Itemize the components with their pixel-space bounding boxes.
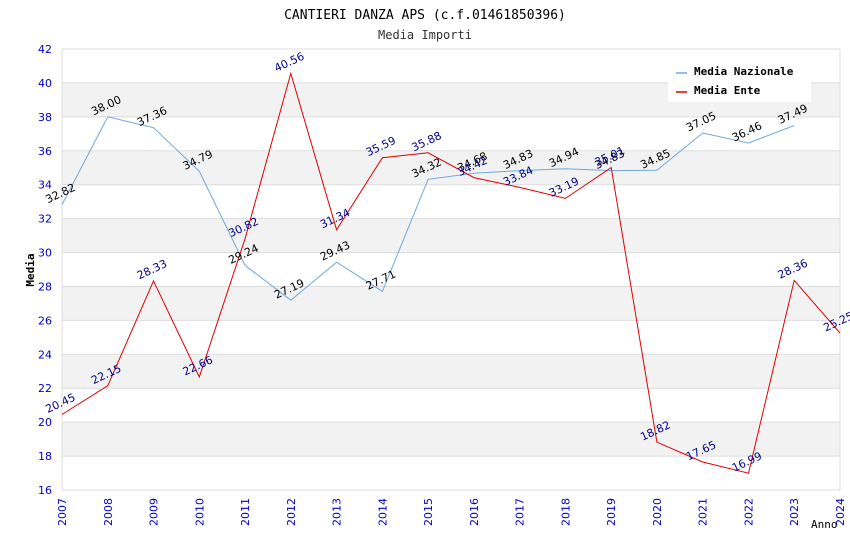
x-tick-label: 2022	[742, 498, 755, 526]
x-axis-label: Anno	[811, 518, 838, 531]
x-tick-label: 2009	[148, 498, 161, 526]
y-tick-label: 38	[38, 111, 52, 124]
y-tick-label: 36	[38, 145, 52, 158]
y-tick-label: 42	[38, 43, 52, 56]
series-line-media-nazionale	[61, 116, 795, 301]
grid-band	[62, 422, 840, 457]
grid-band	[62, 150, 840, 185]
x-tick-label: 2019	[605, 498, 618, 526]
legend-label-media-nazionale: Media Nazionale	[694, 65, 794, 78]
series-lines	[61, 71, 841, 474]
grid-band	[62, 218, 840, 253]
legend: Media Nazionale Media Ente	[668, 58, 811, 102]
grid-lines	[61, 48, 841, 491]
x-tick-label: 2014	[376, 498, 389, 526]
data-label: 28.36	[776, 257, 810, 282]
data-label: 36.46	[730, 119, 764, 144]
x-tick-label: 2017	[514, 498, 527, 526]
x-tick-label: 2021	[697, 498, 710, 526]
y-tick-label: 16	[38, 484, 52, 497]
x-tick-label: 2011	[239, 498, 252, 526]
y-tick-label: 20	[38, 416, 52, 429]
data-label: 40.56	[272, 50, 306, 75]
legend-box	[668, 58, 811, 102]
y-tick-label: 18	[38, 450, 52, 463]
y-tick-label: 30	[38, 247, 52, 260]
y-tick-label: 28	[38, 280, 52, 293]
grid-band	[62, 354, 840, 389]
grid-bands	[62, 82, 840, 457]
chart-title: CANTIERI DANZA APS (c.f.01461850396)	[284, 8, 566, 23]
y-axis-label: Media	[24, 253, 37, 286]
grid-band	[62, 286, 840, 321]
y-axis-ticks: 16 18 20 22 24 26 28 30 32 34 36 38 40 42	[38, 43, 52, 497]
x-tick-label: 2008	[102, 498, 115, 526]
x-axis-ticks: 2007 2008 2009 2010 2011 2012 2013 2014 2015 2016…	[56, 498, 847, 526]
x-tick-label: 2010	[193, 498, 206, 526]
x-tick-label: 2015	[422, 498, 435, 526]
x-tick-label: 2013	[331, 498, 344, 526]
y-tick-label: 40	[38, 77, 52, 90]
data-label: 28.33	[135, 257, 169, 282]
x-tick-label: 2016	[468, 498, 481, 526]
x-tick-label: 2024	[834, 498, 847, 526]
x-tick-label: 2018	[559, 498, 572, 526]
y-tick-label: 34	[38, 179, 52, 192]
x-tick-label: 2007	[56, 498, 69, 526]
x-tick-label: 2020	[651, 498, 664, 526]
series-line-media-ente	[61, 71, 841, 474]
x-tick-label: 2012	[285, 498, 298, 526]
x-tick-label: 2023	[788, 498, 801, 526]
y-tick-label: 24	[38, 348, 52, 361]
chart-subtitle: Media Importi	[378, 28, 472, 42]
legend-label-media-ente: Media Ente	[694, 84, 761, 97]
y-tick-label: 26	[38, 314, 52, 327]
y-tick-label: 22	[38, 382, 52, 395]
y-tick-label: 32	[38, 213, 52, 226]
